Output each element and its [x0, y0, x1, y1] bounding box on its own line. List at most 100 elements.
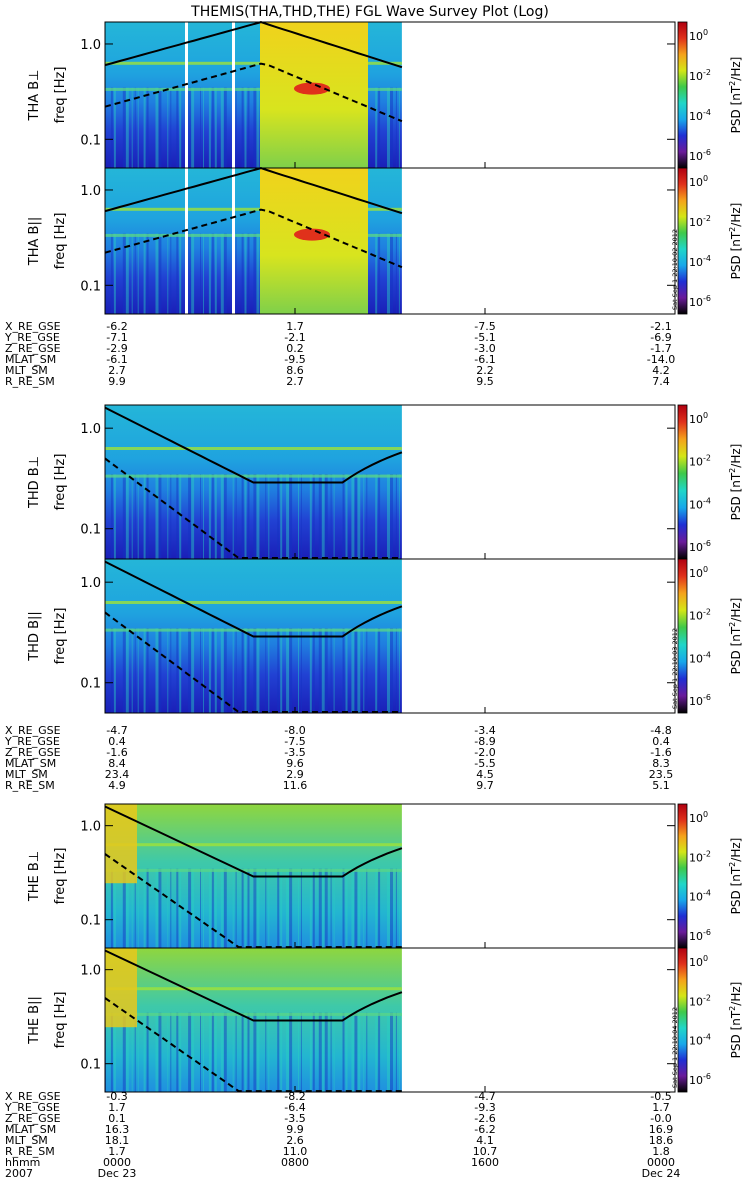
- colorbar-tick-label: 10-2: [689, 849, 711, 864]
- panel-ylabel: THE B⊥: [27, 851, 42, 902]
- y-tick-label: 0.1: [80, 677, 101, 692]
- y-tick-label: 1.0: [80, 820, 101, 835]
- spectrogram-stripe: [280, 628, 283, 713]
- panel-frame: [104, 558, 676, 714]
- spectrogram-stripe: [211, 233, 214, 314]
- colorbar-tick-label: 10-4: [689, 496, 711, 511]
- creation-stamp: Sat Sep 1 22:10:02 2012: [671, 229, 679, 310]
- spectrogram-stripe: [203, 233, 204, 314]
- spectrogram-stripe: [137, 628, 139, 713]
- spectrogram-stripe: [247, 628, 250, 713]
- spectrogram-panel-the-1: 0.1 1.0 THE B|| freq [Hz]: [27, 947, 676, 1093]
- gyrofrequency-curve: [104, 805, 403, 878]
- data-gap: [232, 22, 235, 168]
- orbit-row-label: R_RE_SM: [5, 779, 55, 792]
- spectrogram-stripe: [357, 628, 361, 713]
- spectrogram-stripe: [357, 868, 361, 948]
- colorbar-tick-label: 100: [689, 954, 708, 969]
- x-tick-label: 1600: [471, 1156, 499, 1169]
- spectrogram-stripe: [244, 474, 247, 559]
- spectrogram-stripe: [247, 233, 250, 314]
- orbit-value: -6.2: [474, 1123, 495, 1136]
- spectrogram-stripe: [203, 1012, 204, 1092]
- spectrogram-stripe: [387, 868, 390, 948]
- y-tick-label: 1.0: [80, 38, 101, 53]
- colorbar-tick-label: 10-2: [689, 454, 711, 469]
- orbit-value: 16.9: [649, 1123, 674, 1136]
- colorbar-tick-label: 10-6: [689, 1072, 711, 1087]
- orbit-value: 10.7: [473, 1145, 498, 1158]
- colorbar-tick-label: 10-6: [689, 928, 711, 943]
- spectrogram-panel-thd-0: 0.1 1.0 THD B⊥ freq [Hz]: [27, 404, 676, 560]
- orbit-value: 16.3: [105, 1123, 130, 1136]
- spectrogram-stripe: [200, 474, 201, 559]
- spectrogram-stripe: [265, 1012, 267, 1092]
- gyrofrequency-curve: [104, 853, 402, 949]
- spectrogram-stripe: [170, 233, 172, 314]
- spectrogram-stripe: [387, 87, 390, 168]
- spectrogram-stripe: [253, 474, 257, 559]
- wave-burst-region: [105, 948, 137, 1028]
- spectrogram-stripe: [143, 628, 146, 713]
- spectrogram-stripe: [235, 233, 237, 314]
- spectrogram-stripe: [324, 474, 328, 559]
- orbit-value: -8.0: [284, 724, 305, 737]
- colorbar-the-0: 100 10-2 10-4 10-6 PSD [nT2/Hz]: [677, 803, 743, 949]
- colorbar-tick-label: 10-2: [689, 214, 711, 229]
- orbit-value: -7.1: [106, 331, 127, 344]
- spectrogram-stripe: [300, 1012, 302, 1092]
- spectrogram-stripe: [113, 233, 116, 314]
- orbit-value: 1.7: [652, 1101, 670, 1114]
- spectrogram-stripe: [223, 87, 227, 168]
- spectrogram-stripe: [167, 87, 169, 168]
- panel-ylabel: THD B⊥: [27, 456, 42, 509]
- spectrogram-stripe: [277, 868, 280, 948]
- spectrogram-stripe: [158, 474, 162, 559]
- orbit-value: -3.5: [284, 1112, 305, 1125]
- orbit-value: 1.7: [286, 320, 304, 333]
- spectrogram-stripe: [256, 628, 260, 713]
- spectrogram-stripe: [378, 233, 381, 314]
- orbit-row-label: MLT_SM: [5, 1134, 48, 1147]
- spectrogram-stripe: [312, 628, 315, 713]
- orbit-value: 9.6: [286, 757, 304, 770]
- spectral-band: [105, 1012, 402, 1016]
- spectrogram-stripe: [363, 1012, 365, 1092]
- x-tick-label: 0800: [281, 1156, 309, 1169]
- spectrogram-stripe: [286, 474, 290, 559]
- spectrogram-stripe: [134, 1012, 136, 1092]
- creation-stamp: Sat Sep 1 22:10:03 2012: [671, 628, 679, 709]
- y-tick-label: 1.0: [80, 576, 101, 591]
- spectrogram-stripe: [300, 868, 302, 948]
- spectrogram-stripe: [191, 868, 195, 948]
- spectrogram-stripe: [235, 474, 237, 559]
- spectrogram-stripe: [366, 868, 368, 948]
- orbit-value: -6.2: [106, 320, 127, 333]
- spectral-band: [105, 474, 402, 478]
- spectrogram-stripe: [390, 1012, 393, 1092]
- gyrofrequency-curve: [104, 208, 403, 269]
- spectrogram-stripe: [167, 628, 169, 713]
- spectrogram-stripe: [214, 868, 217, 948]
- panel-ylabel: THD B||: [27, 611, 42, 662]
- spectrogram-stripe: [298, 868, 299, 948]
- spectral-band: [105, 207, 402, 211]
- colorbar-tick-label: 100: [689, 411, 708, 426]
- orbit-row-label: Z_RE_GSE: [5, 1112, 61, 1125]
- spectrogram-stripe: [137, 87, 139, 168]
- orbit-value: -5.1: [474, 331, 495, 344]
- spectrogram-stripe: [309, 474, 312, 559]
- orbit-value: -7.5: [284, 735, 305, 748]
- colorbar-label: PSD [nT2/Hz]: [728, 57, 743, 134]
- spectrogram-stripe: [398, 868, 400, 948]
- spectrogram-stripe: [298, 628, 299, 713]
- spectrogram-stripe: [390, 868, 393, 948]
- spectrogram-stripe: [170, 87, 172, 168]
- orbit-value: 9.9: [108, 375, 126, 388]
- spectrogram-stripe: [309, 868, 312, 948]
- orbit-table-tha: X_RE_GSE -6.2 1.7 -7.5 -2.1Y_RE_GSE -7.1 -2.1-…: [4, 320, 675, 388]
- orbit-value: -7.5: [474, 320, 495, 333]
- spectrogram-stripe: [220, 868, 224, 948]
- spectrogram-stripe: [191, 628, 195, 713]
- spectrogram-panel-tha-0: 0.1 1.0 THA B⊥ freq [Hz]: [27, 21, 676, 169]
